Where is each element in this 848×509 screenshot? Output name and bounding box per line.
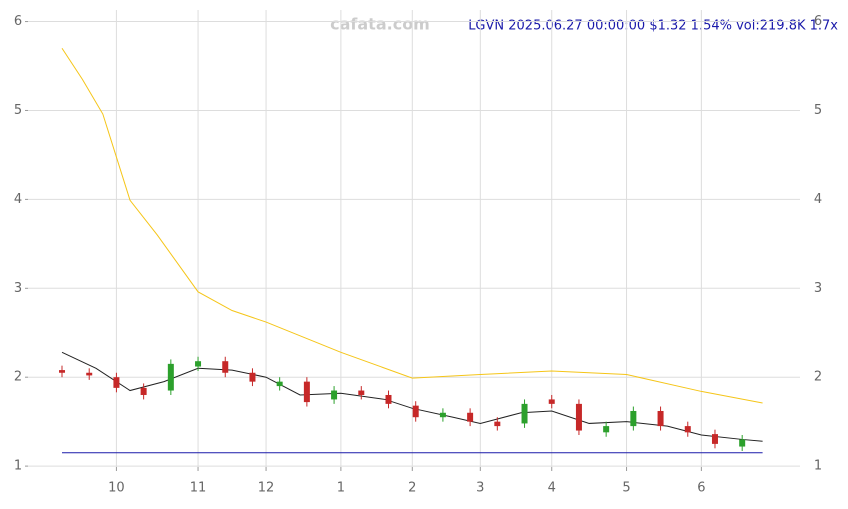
candle-body [86,372,93,376]
y-tick-label-right: 4 [814,192,822,207]
y-tick-label-right: 2 [814,370,822,385]
candle-body [548,399,555,404]
candle-body [249,372,256,382]
candle-body [331,390,338,400]
y-tick-label: 5 [14,103,22,118]
candle-body [739,439,746,447]
candle-body [657,410,664,427]
candle-body [385,394,392,404]
x-tick-label: 12 [258,481,275,496]
y-tick-label-right: 6 [814,14,822,29]
candle-body [140,387,147,395]
candle-body [303,381,310,403]
x-tick-label: 10 [108,481,125,496]
y-tick-label: 1 [14,459,22,474]
y-tick-label-right: 5 [814,103,822,118]
ma-line [61,47,763,404]
y-tick-label-right: 3 [814,281,822,296]
x-tick-label: 11 [190,481,207,496]
x-tick-label: 1 [337,481,345,496]
candle-body [167,363,174,391]
candle-body [494,421,501,427]
candle-body [222,361,229,373]
watermark: cafata.com [330,15,430,34]
y-tick-label: 3 [14,281,22,296]
y-tick-label: 4 [14,192,22,207]
x-tick-label: 5 [622,481,630,496]
x-tick-label: 4 [548,481,556,496]
candle-body [59,370,66,373]
candle-body [195,361,202,367]
ma-line [61,351,763,442]
candle-body [684,426,691,433]
x-tick-label: 2 [408,481,416,496]
chart-title: LGVN 2025.06.27 00:00:00 $1.32 1.54% vol… [468,19,838,34]
x-tick-label: 6 [697,481,705,496]
candle-body [439,412,446,418]
candle-body [113,377,120,388]
candle-body [467,412,474,422]
candle-body [575,403,582,431]
candle-body [711,434,718,444]
candle-body [521,403,528,424]
candle-body [358,390,365,395]
candle-body [276,381,283,387]
candle-body [412,405,419,418]
candle-body [603,426,610,433]
y-tick-label-right: 1 [814,459,822,474]
candle-body [630,410,637,427]
x-tick-label: 3 [476,481,484,496]
y-tick-label: 6 [14,14,22,29]
y-tick-label: 2 [14,370,22,385]
